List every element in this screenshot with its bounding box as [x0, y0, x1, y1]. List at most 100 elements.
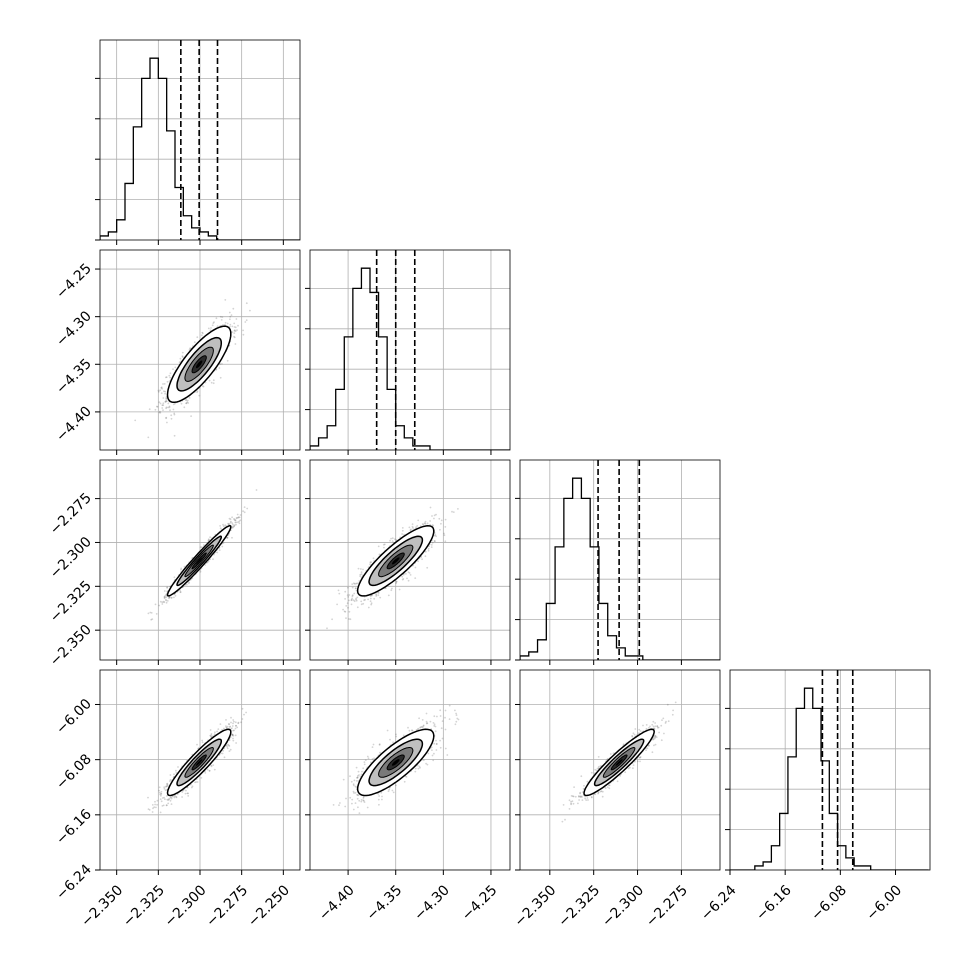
scatter-point — [444, 526, 447, 528]
density-peak — [196, 360, 203, 369]
scatter-point — [161, 603, 164, 605]
scatter-point — [362, 568, 364, 571]
scatter-point — [185, 402, 188, 405]
scatter-point — [351, 586, 354, 589]
scatter-point — [226, 747, 229, 750]
scatter-point — [204, 564, 207, 566]
scatter-point — [360, 568, 362, 570]
scatter-point — [233, 335, 235, 338]
scatter-point — [423, 522, 426, 525]
scatter-point — [155, 613, 158, 615]
scatter-point — [167, 402, 170, 405]
scatter-point — [163, 595, 166, 598]
scatter-point — [156, 405, 159, 408]
scatter-point — [159, 389, 162, 392]
scatter-point — [233, 329, 236, 332]
scatter-point — [391, 537, 394, 540]
scatter-point — [395, 580, 398, 583]
scatter-point — [162, 804, 165, 807]
scatter-point — [159, 811, 162, 814]
scatter-point — [158, 401, 161, 404]
scatter-point — [234, 330, 237, 333]
scatter-point — [148, 408, 151, 411]
scatter-point — [226, 322, 229, 325]
scatter-point — [230, 520, 232, 523]
scatter-point — [200, 777, 203, 779]
scatter-point — [193, 341, 196, 344]
scatter-point — [237, 516, 240, 519]
scatter-point — [179, 589, 181, 592]
scatter-point — [206, 561, 209, 564]
scatter-point — [401, 527, 404, 529]
scatter-point — [186, 399, 189, 402]
scatter-point — [175, 796, 178, 799]
scatter-point — [210, 734, 213, 736]
scatter-point — [174, 402, 176, 405]
scatter-point — [224, 524, 227, 527]
scatter-point — [369, 597, 372, 600]
scatter-point — [444, 518, 447, 521]
scatter-point — [202, 544, 205, 546]
scatter-point — [415, 526, 417, 529]
scatter-point — [156, 799, 159, 802]
scatter-point — [443, 532, 445, 535]
scatter-point — [148, 809, 151, 811]
scatter-point — [165, 400, 168, 403]
scatter-point — [424, 550, 427, 553]
scatter-point — [207, 538, 210, 541]
scatter-point — [390, 537, 392, 540]
scatter-point — [375, 593, 377, 595]
scatter-point — [231, 325, 234, 328]
scatter-point — [337, 589, 340, 592]
scatter-point — [181, 791, 184, 793]
scatter-point — [182, 789, 185, 792]
scatter-point — [238, 520, 241, 523]
scatter-point — [233, 322, 236, 325]
scatter-point — [237, 324, 239, 327]
scatter-point — [379, 596, 382, 599]
scatter-point — [233, 720, 235, 723]
scatter-point — [210, 733, 213, 735]
scatter-point — [407, 579, 410, 582]
scatter-point — [228, 523, 231, 525]
scatter-point — [204, 772, 207, 774]
scatter-point — [355, 597, 357, 600]
scatter-point — [235, 523, 237, 526]
scatter-point — [232, 722, 234, 725]
scatter-point — [364, 598, 366, 601]
scatter-point — [360, 603, 363, 606]
panel-2-1 — [305, 459, 511, 665]
scatter-point — [344, 590, 347, 593]
scatter-point — [185, 789, 187, 792]
scatter-point — [162, 409, 164, 411]
scatter-point — [219, 525, 222, 527]
scatter-point — [157, 389, 160, 392]
scatter-point — [417, 519, 420, 522]
scatter-point — [181, 356, 184, 358]
scatter-point — [227, 522, 230, 525]
scatter-point — [234, 519, 237, 522]
scatter-point — [162, 404, 165, 407]
scatter-point — [426, 522, 429, 525]
scatter-point — [200, 546, 203, 548]
scatter-point — [228, 311, 231, 314]
scatter-point — [402, 578, 405, 580]
scatter-point — [433, 534, 436, 537]
scatter-point — [216, 551, 219, 554]
scatter-point — [420, 556, 423, 558]
scatter-point — [216, 325, 219, 327]
scatter-point — [169, 774, 172, 776]
scatter-point — [213, 321, 215, 323]
scatter-point — [424, 522, 427, 525]
scatter-point — [163, 597, 166, 599]
scatter-point — [168, 406, 171, 409]
scatter-point — [232, 719, 235, 721]
scatter-point — [162, 397, 165, 399]
scatter-point — [224, 321, 227, 324]
scatter-point — [159, 411, 162, 414]
scatter-point — [163, 390, 165, 393]
scatter-point — [372, 557, 375, 560]
scatter-point — [160, 392, 163, 395]
scatter-point — [189, 347, 191, 350]
scatter-point — [227, 523, 230, 525]
